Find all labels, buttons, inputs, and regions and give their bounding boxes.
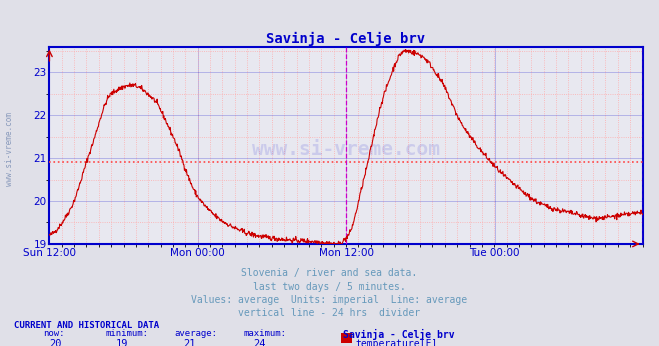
Text: minimum:: minimum: <box>105 329 148 338</box>
Text: www.si-vreme.com: www.si-vreme.com <box>252 140 440 159</box>
Text: Savinja - Celje brv: Savinja - Celje brv <box>343 329 454 340</box>
Text: 20: 20 <box>49 339 62 346</box>
Text: now:: now: <box>43 329 65 338</box>
Text: CURRENT AND HISTORICAL DATA: CURRENT AND HISTORICAL DATA <box>14 321 159 330</box>
Text: average:: average: <box>175 329 217 338</box>
Text: 24: 24 <box>254 339 266 346</box>
Text: vertical line - 24 hrs  divider: vertical line - 24 hrs divider <box>239 308 420 318</box>
Text: www.si-vreme.com: www.si-vreme.com <box>5 112 14 186</box>
Text: Values: average  Units: imperial  Line: average: Values: average Units: imperial Line: av… <box>191 295 468 305</box>
Text: maximum:: maximum: <box>244 329 287 338</box>
Text: 21: 21 <box>183 339 196 346</box>
Text: last two days / 5 minutes.: last two days / 5 minutes. <box>253 282 406 292</box>
Title: Savinja - Celje brv: Savinja - Celje brv <box>266 31 426 46</box>
Text: 19: 19 <box>115 339 128 346</box>
Text: temperature[F]: temperature[F] <box>356 339 438 346</box>
Text: Slovenia / river and sea data.: Slovenia / river and sea data. <box>241 268 418 278</box>
